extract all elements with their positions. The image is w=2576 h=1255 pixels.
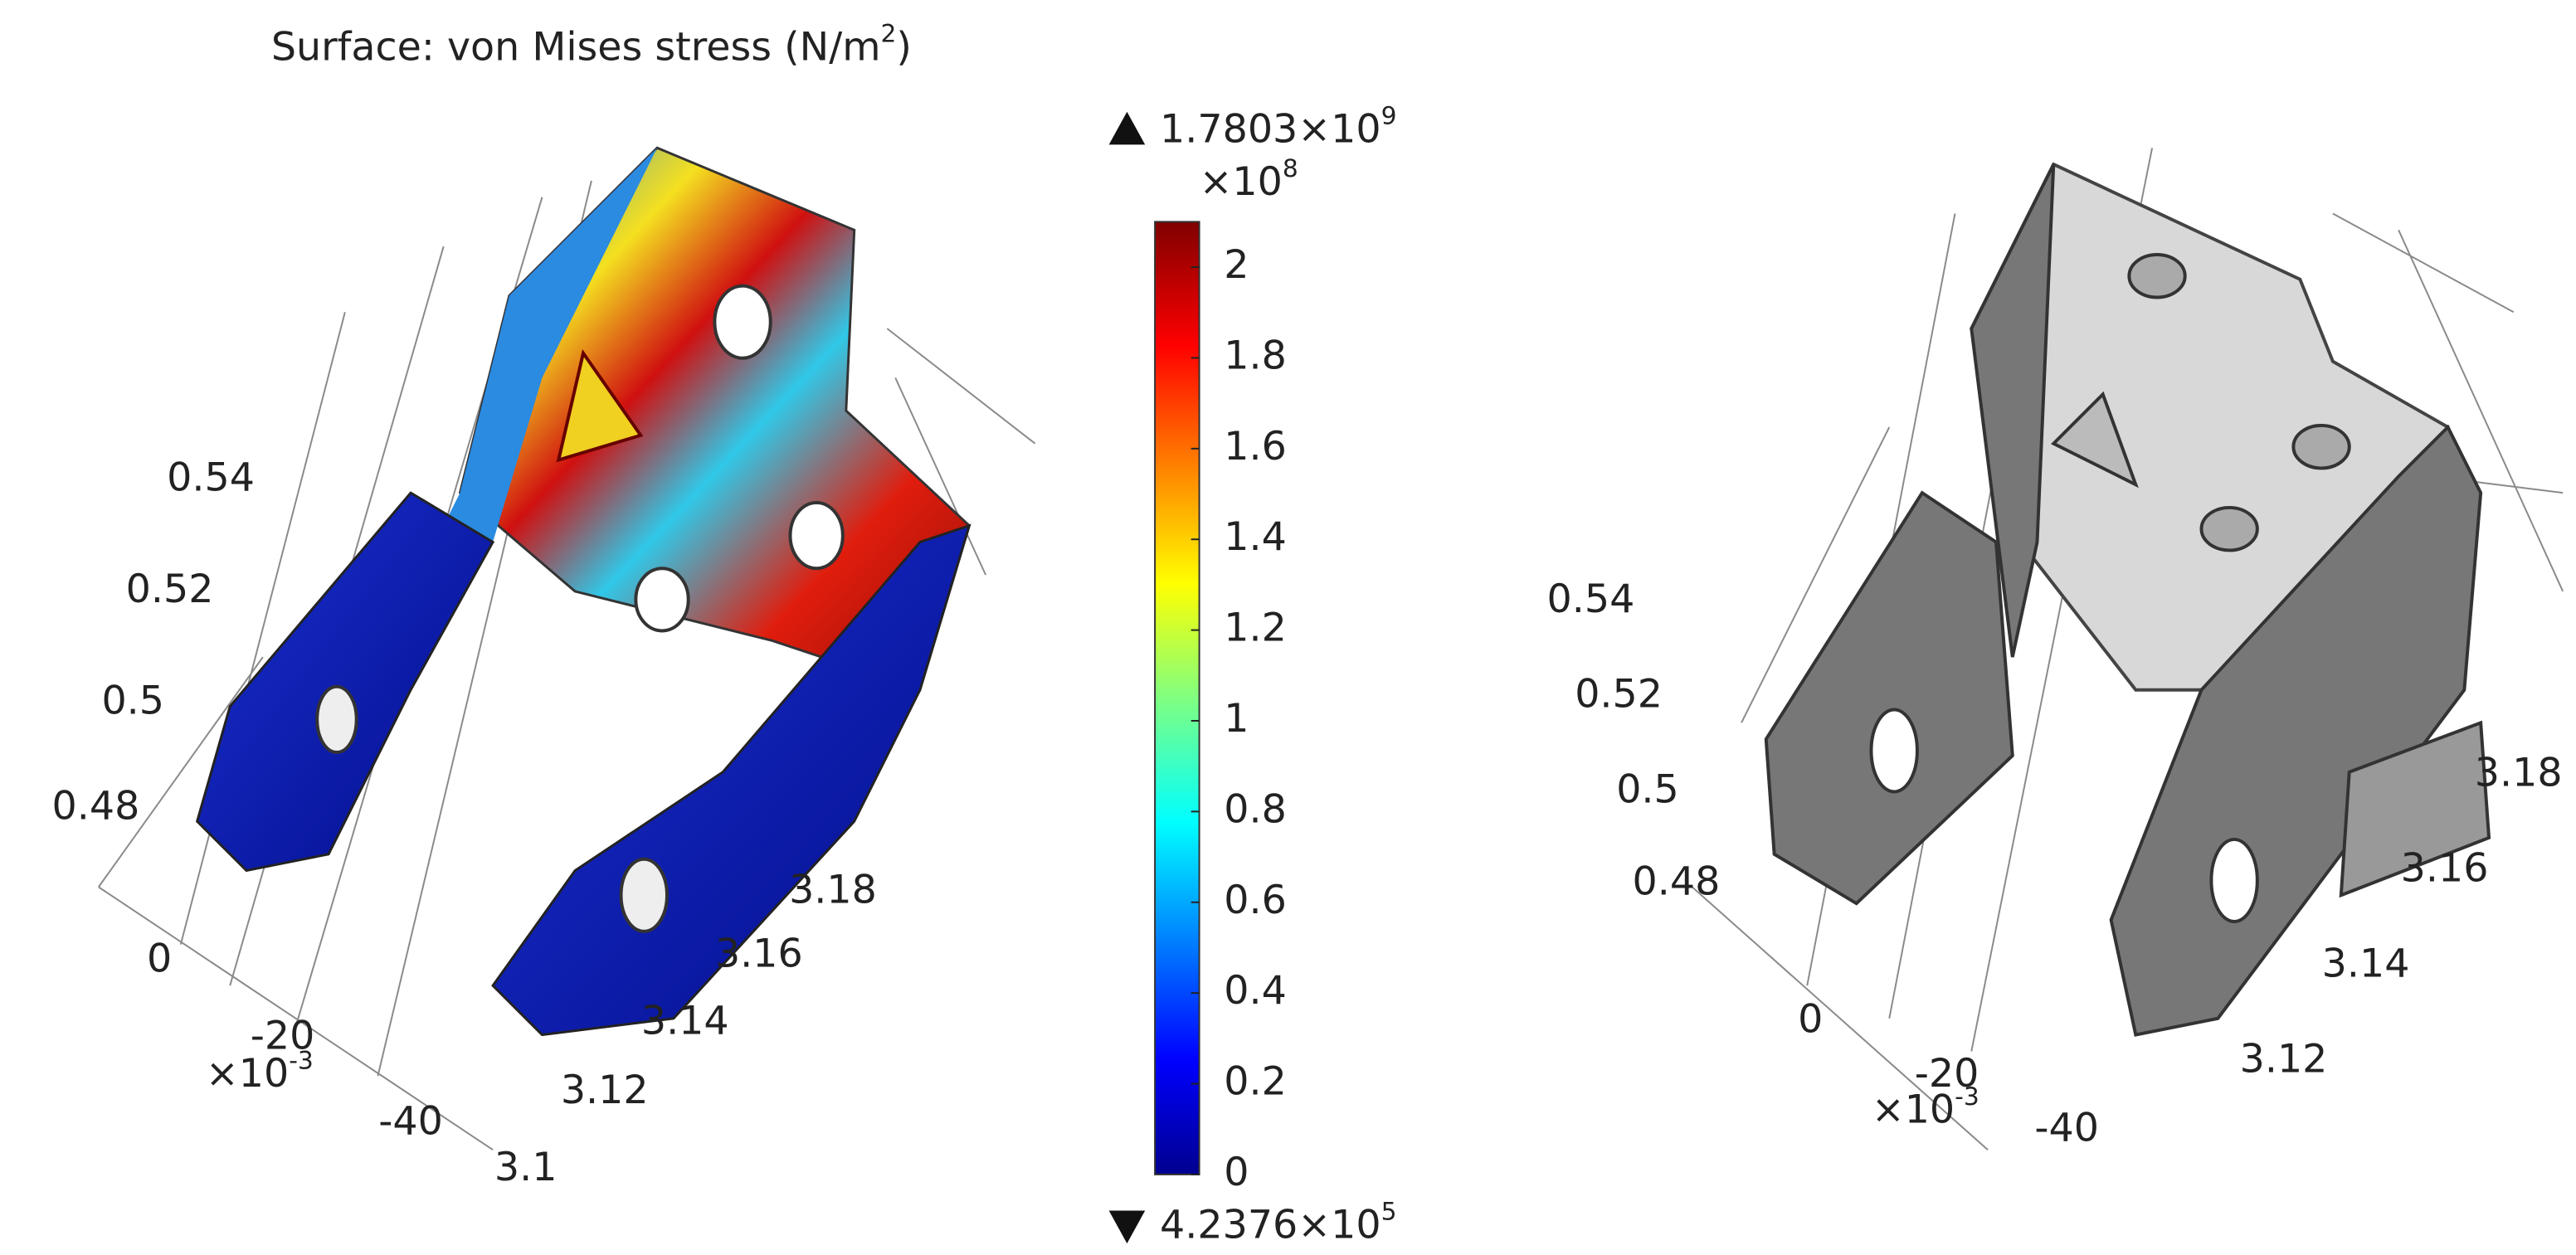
axis-tick-label: 3.1 (494, 1145, 558, 1190)
axis-tick-label: 0.48 (1633, 859, 1721, 904)
axis-tick-label: 3.14 (641, 999, 729, 1044)
colorbar-multiplier: ×108 (1200, 154, 1298, 205)
axis-tick-label: 0.5 (1616, 767, 1679, 813)
axis-tick-label: 3.18 (789, 867, 877, 912)
axis-tick-label: 0 (147, 936, 172, 981)
axis-tick-label: 0.48 (52, 783, 140, 829)
axis-tick-label: 3.12 (561, 1068, 649, 1113)
multiplier-exp: -3 (289, 1046, 314, 1075)
max-exp: 9 (1381, 101, 1397, 130)
multiplier-base: ×10 (206, 1051, 289, 1097)
colorbar (1154, 221, 1200, 1175)
max-mantissa: 1.7803×10 (1160, 106, 1381, 152)
stress-model (195, 146, 971, 1037)
axis-tick-label: -40 (378, 1099, 443, 1145)
colorbar-tick-label: 2 (1224, 242, 1249, 288)
max-marker (1108, 111, 1146, 145)
colorbar-tick-label: 1.8 (1224, 333, 1287, 378)
colorbar-tick-label: 0.6 (1224, 878, 1287, 923)
multiplier-exp: 8 (1283, 154, 1298, 183)
axis-tick-label: 3.12 (2240, 1036, 2328, 1082)
colorbar-tick-label: 1.4 (1224, 514, 1287, 560)
multiplier-base: ×10 (1200, 159, 1283, 205)
colorbar-tick-label: 1.2 (1224, 606, 1287, 651)
min-mantissa: 4.2376×10 (1160, 1202, 1381, 1248)
axis-multiplier: ×10-3 (1872, 1082, 1979, 1132)
colorbar-tick-label: 0.4 (1224, 968, 1287, 1014)
axis-tick-label: 3.18 (2475, 751, 2563, 796)
axis-tick-label: 0.54 (1547, 576, 1635, 622)
title-text: Surface: von Mises stress (N/m (271, 24, 881, 70)
axis-tick-label: -20 (251, 1014, 315, 1059)
title-close: ) (896, 24, 912, 70)
colorbar-max: 1.7803×109 (1160, 101, 1396, 152)
axis-tick-label: 0.54 (167, 455, 255, 500)
axis-tick-label: 0.52 (126, 567, 214, 612)
colorbar-min: 4.2376×105 (1160, 1197, 1396, 1248)
axis-multiplier: ×10-3 (206, 1046, 314, 1097)
colorbar-tick-label: 0.2 (1224, 1059, 1287, 1105)
title-sup: 2 (881, 19, 897, 48)
multiplier-exp: -3 (1955, 1082, 1979, 1111)
colorbar-tick-label: 0.8 (1224, 786, 1287, 832)
axis-tick-label: 0.5 (101, 679, 164, 724)
axis-tick-label: 3.16 (2401, 846, 2489, 892)
axis-tick-label: 0 (1798, 997, 1823, 1043)
geometry-model (1764, 162, 2491, 1037)
plot-title: Surface: von Mises stress (N/m2) (271, 19, 912, 70)
axis-tick-label: -40 (2034, 1105, 2099, 1150)
multiplier-base: ×10 (1872, 1087, 1955, 1133)
min-exp: 5 (1381, 1197, 1397, 1226)
colorbar-tick-label: 1 (1224, 696, 1249, 742)
axis-tick-label: 3.14 (2322, 941, 2410, 986)
min-marker (1108, 1210, 1146, 1244)
colorbar-tick-label: 1.6 (1224, 424, 1287, 469)
axis-tick-label: -20 (1915, 1051, 1979, 1097)
axis-tick-label: 0.52 (1575, 672, 1663, 717)
axis-tick-label: 3.16 (715, 932, 803, 977)
colorbar-tick-label: 0 (1224, 1150, 1249, 1195)
